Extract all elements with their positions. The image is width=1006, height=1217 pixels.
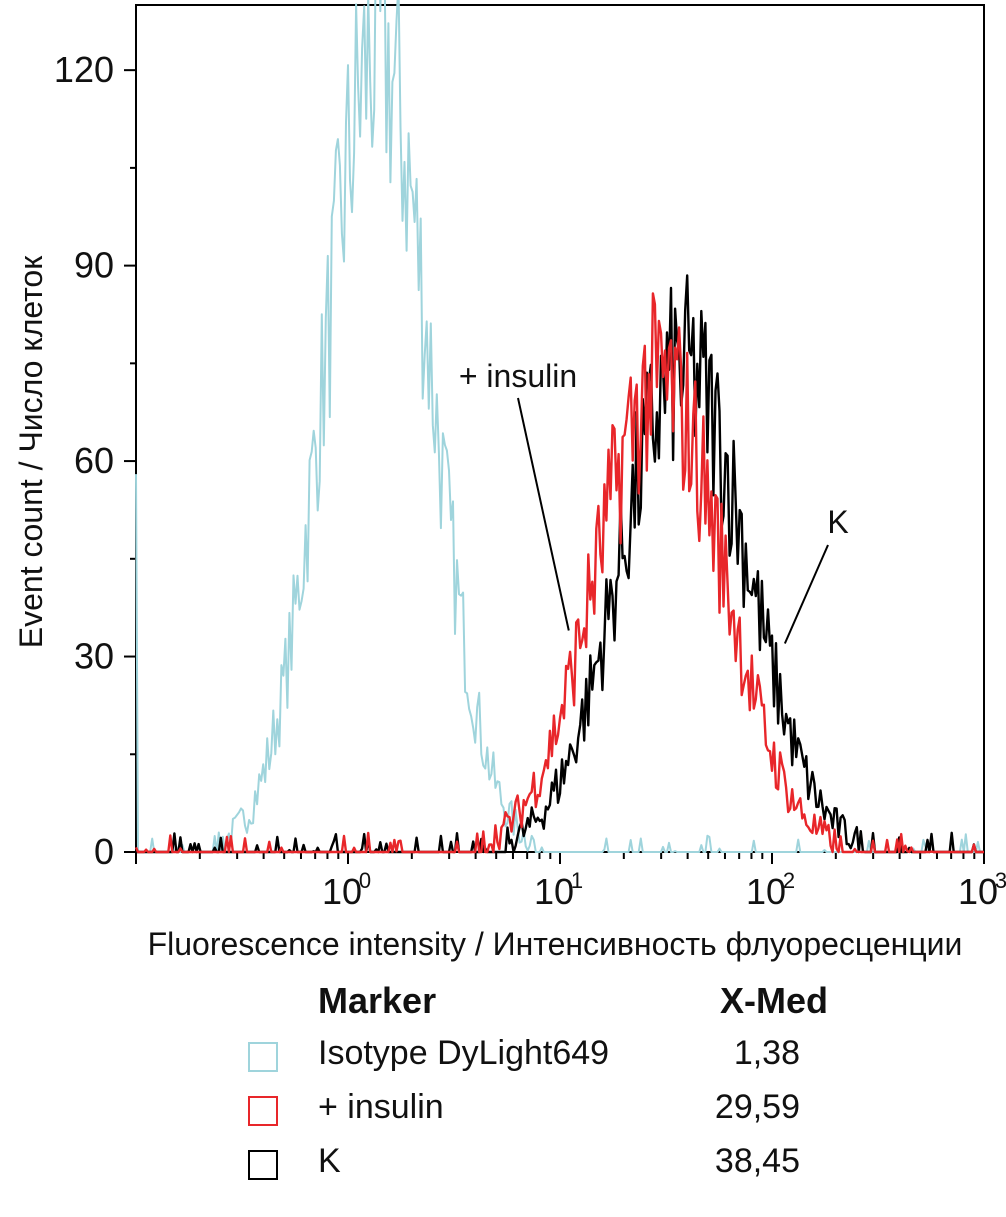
legend-row: + insulin 29,59 bbox=[240, 1086, 880, 1140]
y-tick-label: 120 bbox=[54, 49, 114, 90]
legend-header-marker: Marker bbox=[318, 980, 437, 1021]
y-axis-title: Event count / Число клеток bbox=[13, 255, 49, 648]
histogram-series bbox=[134, 0, 984, 854]
legend-value: 29,59 bbox=[714, 1088, 800, 1126]
y-tick-label: 0 bbox=[94, 831, 114, 872]
legend-value: 38,45 bbox=[714, 1142, 800, 1180]
legend-label: K bbox=[318, 1142, 341, 1180]
x-axis-ticks: 100 101 102 103 bbox=[135, 852, 1006, 912]
x-tick-label: 10 bbox=[322, 871, 362, 912]
legend-swatch-insulin bbox=[248, 1096, 278, 1126]
y-axis-ticks: 0 30 60 90 120 bbox=[54, 49, 136, 872]
annotation-insulin-label: + insulin bbox=[459, 358, 577, 394]
annotation-k-pointer bbox=[783, 544, 829, 644]
legend-swatch-k bbox=[248, 1150, 278, 1180]
legend: Marker X-Med Isotype DyLight649 1,38 + i… bbox=[240, 980, 880, 1194]
legend-swatch-isotype bbox=[248, 1042, 278, 1072]
annotation-insulin-pointer bbox=[517, 397, 570, 631]
y-tick-label: 30 bbox=[74, 636, 114, 677]
x-tick-label: 10 bbox=[958, 871, 998, 912]
legend-label: Isotype DyLight649 bbox=[318, 1034, 610, 1072]
series-line-insulin bbox=[134, 292, 984, 854]
legend-row: K 38,45 bbox=[240, 1140, 880, 1194]
legend-value: 1,38 bbox=[733, 1034, 800, 1072]
x-tick-exponent: 1 bbox=[571, 868, 583, 893]
x-axis-title: Fluorescence intensity / Интенсивность ф… bbox=[148, 926, 963, 962]
y-tick-label: 60 bbox=[74, 440, 114, 481]
legend-row: Isotype DyLight649 1,38 bbox=[240, 1032, 880, 1086]
x-tick-exponent: 2 bbox=[783, 868, 795, 893]
annotation-k-label: K bbox=[827, 504, 848, 540]
legend-header: Marker X-Med bbox=[240, 980, 880, 1032]
legend-label: + insulin bbox=[318, 1088, 444, 1126]
y-tick-label: 90 bbox=[74, 245, 114, 286]
series-line-k bbox=[136, 274, 984, 854]
legend-header-xmed: X-Med bbox=[720, 980, 828, 1021]
annotations: + insulin K bbox=[459, 358, 849, 644]
x-tick-label: 10 bbox=[534, 871, 574, 912]
x-tick-exponent: 0 bbox=[359, 868, 371, 893]
x-tick-label: 10 bbox=[746, 871, 786, 912]
x-tick-exponent: 3 bbox=[995, 868, 1006, 893]
